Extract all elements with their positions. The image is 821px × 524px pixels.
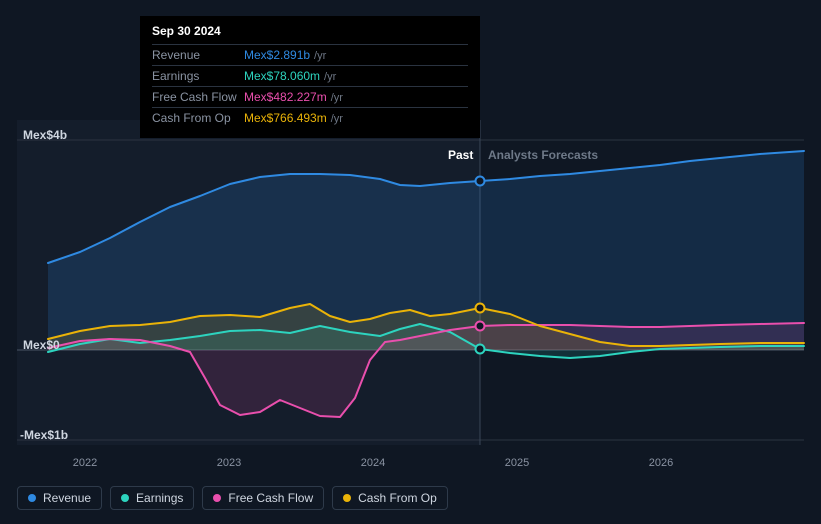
tooltip-metric: Free Cash Flow	[152, 90, 244, 104]
tooltip-unit: /yr	[324, 71, 336, 83]
y-label-neg: -Mex$1b	[20, 428, 68, 442]
tooltip-row: RevenueMex$2.891b/yr	[152, 44, 468, 65]
legend-dot-icon	[343, 494, 351, 502]
chart-legend: Revenue Earnings Free Cash Flow Cash From O…	[17, 486, 448, 510]
tooltip-row: Cash From OpMex$766.493m/yr	[152, 107, 468, 128]
tooltip-unit: /yr	[331, 113, 343, 125]
y-label-top: Mex$4b	[23, 128, 67, 142]
legend-item-earnings[interactable]: Earnings	[110, 486, 194, 510]
x-label: 2023	[217, 457, 241, 469]
financials-chart: Mex$4b Mex$0 -Mex$1b 2022 2023 2024 2025 202…	[0, 0, 821, 524]
tooltip-row: Free Cash FlowMex$482.227m/yr	[152, 86, 468, 107]
tooltip-row: EarningsMex$78.060m/yr	[152, 65, 468, 86]
y-label-zero: Mex$0	[23, 338, 60, 352]
legend-item-revenue[interactable]: Revenue	[17, 486, 102, 510]
tooltip-value: Mex$78.060m	[244, 69, 320, 83]
legend-dot-icon	[28, 494, 36, 502]
chart-tooltip: Sep 30 2024 RevenueMex$2.891b/yrEarnings…	[140, 16, 480, 138]
tooltip-metric: Cash From Op	[152, 111, 244, 125]
tooltip-date: Sep 30 2024	[152, 24, 468, 44]
tooltip-value: Mex$766.493m	[244, 111, 327, 125]
tooltip-unit: /yr	[331, 92, 343, 104]
legend-label: Earnings	[136, 491, 183, 505]
legend-label: Revenue	[43, 491, 91, 505]
x-label: 2026	[649, 457, 673, 469]
legend-item-cash-from-op[interactable]: Cash From Op	[332, 486, 448, 510]
tooltip-value: Mex$2.891b	[244, 48, 310, 62]
tooltip-metric: Earnings	[152, 69, 244, 83]
legend-label: Free Cash Flow	[228, 491, 313, 505]
legend-label: Cash From Op	[358, 491, 437, 505]
x-label: 2025	[505, 457, 529, 469]
legend-dot-icon	[213, 494, 221, 502]
x-label: 2022	[73, 457, 97, 469]
forecast-label: Analysts Forecasts	[488, 148, 598, 162]
tooltip-value: Mex$482.227m	[244, 90, 327, 104]
legend-item-free-cash-flow[interactable]: Free Cash Flow	[202, 486, 324, 510]
tooltip-unit: /yr	[314, 50, 326, 62]
past-label: Past	[448, 148, 473, 162]
tooltip-metric: Revenue	[152, 48, 244, 62]
x-label: 2024	[361, 457, 385, 469]
legend-dot-icon	[121, 494, 129, 502]
